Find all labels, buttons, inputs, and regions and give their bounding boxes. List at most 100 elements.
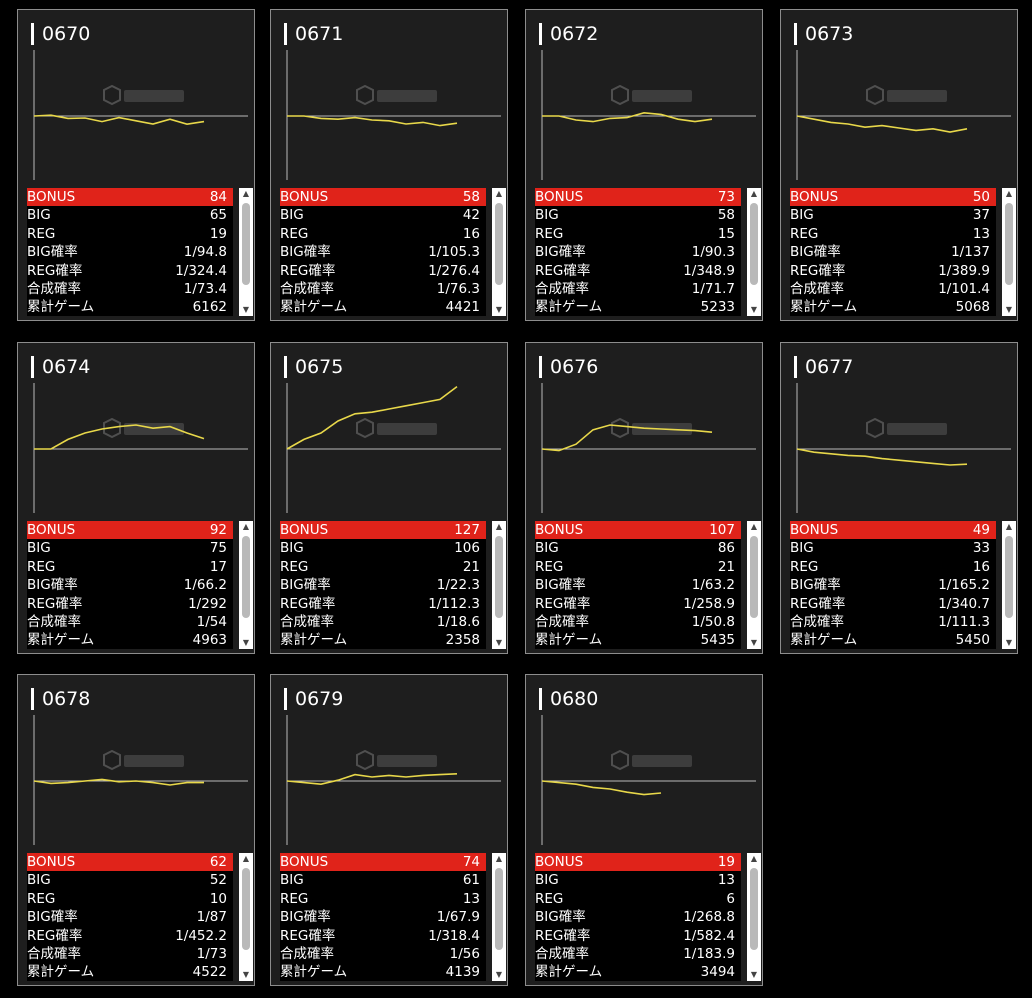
stats-scrollbar[interactable]: ▲ ▼ — [239, 853, 253, 981]
scroll-up-arrow-icon[interactable]: ▲ — [242, 522, 250, 531]
machine-number: 0677 — [794, 356, 853, 378]
stat-label: 合成確率 — [790, 280, 844, 297]
stat-label: REG — [535, 225, 564, 242]
scroll-down-arrow-icon[interactable]: ▼ — [495, 305, 503, 314]
scroll-up-arrow-icon[interactable]: ▲ — [242, 854, 250, 863]
scroll-down-arrow-icon[interactable]: ▼ — [1005, 638, 1013, 647]
scroll-up-arrow-icon[interactable]: ▲ — [495, 854, 503, 863]
stat-value: 15 — [717, 225, 735, 242]
stats-scrollbar[interactable]: ▲ ▼ — [239, 521, 253, 649]
stat-label: BIG確率 — [535, 577, 586, 594]
stat-row: BIG確率 1/87 — [27, 908, 233, 926]
machine-card[interactable]: 0674 BONUS 92 BIG 75 REG 17 BIG確率 1/66.2 REG確率 1/2… — [17, 342, 255, 654]
bonus-row: BONUS 92 — [27, 521, 233, 540]
stats-scrollbar[interactable]: ▲ ▼ — [492, 853, 506, 981]
scroll-up-arrow-icon[interactable]: ▲ — [495, 522, 503, 531]
stat-value: 13 — [462, 890, 480, 907]
stat-label: REG確率 — [280, 262, 336, 279]
stats-scrollbar[interactable]: ▲ ▼ — [747, 188, 761, 316]
stat-value: 1/292 — [188, 595, 227, 612]
machine-card[interactable]: 0672 BONUS 73 BIG 58 REG 15 BIG確率 1/90.3 REG確率 1/3… — [525, 9, 763, 321]
stats-scrollbar[interactable]: ▲ ▼ — [747, 521, 761, 649]
scroll-down-arrow-icon[interactable]: ▼ — [495, 970, 503, 979]
scrollbar-thumb[interactable] — [1005, 203, 1013, 285]
stat-label: 合成確率 — [280, 613, 334, 630]
scroll-down-arrow-icon[interactable]: ▼ — [242, 305, 250, 314]
stat-label: BONUS — [27, 854, 76, 870]
stats-scrollbar[interactable]: ▲ ▼ — [492, 521, 506, 649]
scroll-down-arrow-icon[interactable]: ▼ — [750, 970, 758, 979]
ps-cube-logo — [611, 84, 692, 106]
stat-label: BIG確率 — [535, 244, 586, 261]
machine-card[interactable]: 0678 BONUS 62 BIG 52 REG 10 BIG確率 1/87 REG確率 1/452… — [17, 674, 255, 986]
stat-label: BIG — [27, 207, 51, 224]
stat-value: 1/50.8 — [691, 613, 735, 630]
stats-scrollbar[interactable]: ▲ ▼ — [1002, 188, 1016, 316]
scroll-down-arrow-icon[interactable]: ▼ — [495, 638, 503, 647]
machine-card[interactable]: 0671 BONUS 58 BIG 42 REG 16 BIG確率 1/105.3 REG確率 1/… — [270, 9, 508, 321]
stat-value: 2358 — [445, 632, 480, 649]
machine-card[interactable]: 0677 BONUS 49 BIG 33 REG 16 BIG確率 1/165.2 REG確率 1/… — [780, 342, 1018, 654]
scroll-down-arrow-icon[interactable]: ▼ — [242, 970, 250, 979]
stat-row: BIG確率 1/94.8 — [27, 243, 233, 261]
stat-value: 21 — [717, 558, 735, 575]
machine-card[interactable]: 0675 BONUS 127 BIG 106 REG 21 BIG確率 1/22.3 REG確率 1… — [270, 342, 508, 654]
stats-scrollbar[interactable]: ▲ ▼ — [747, 853, 761, 981]
stat-label: BIG確率 — [790, 244, 841, 261]
stats-table: BONUS 92 BIG 75 REG 17 BIG確率 1/66.2 REG確率 1/292 合成… — [27, 521, 233, 649]
stats-scrollbar[interactable]: ▲ ▼ — [492, 188, 506, 316]
stats-table: BONUS 127 BIG 106 REG 21 BIG確率 1/22.3 REG確率 1/112… — [280, 521, 486, 649]
scroll-up-arrow-icon[interactable]: ▲ — [750, 854, 758, 863]
stat-label: 累計ゲーム — [280, 299, 348, 316]
machine-number: 0675 — [284, 356, 343, 378]
scrollbar-thumb[interactable] — [750, 536, 758, 618]
scroll-up-arrow-icon[interactable]: ▲ — [495, 189, 503, 198]
scroll-down-arrow-icon[interactable]: ▼ — [750, 638, 758, 647]
scrollbar-thumb[interactable] — [1005, 536, 1013, 618]
stat-row: 合成確率 1/54 — [27, 613, 233, 631]
scrollbar-thumb[interactable] — [495, 203, 503, 285]
scrollbar-thumb[interactable] — [750, 868, 758, 950]
machine-card[interactable]: 0676 BONUS 107 BIG 86 REG 21 BIG確率 1/63.2 REG確率 1/… — [525, 342, 763, 654]
stat-value: 1/112.3 — [428, 595, 480, 612]
scroll-up-arrow-icon[interactable]: ▲ — [750, 189, 758, 198]
stat-row: REG 17 — [27, 558, 233, 576]
scroll-down-arrow-icon[interactable]: ▼ — [242, 638, 250, 647]
stat-label: BONUS — [535, 854, 584, 870]
stat-value: 10 — [209, 890, 227, 907]
scroll-up-arrow-icon[interactable]: ▲ — [750, 522, 758, 531]
slump-graph — [33, 383, 248, 513]
stats-scrollbar[interactable]: ▲ ▼ — [1002, 521, 1016, 649]
stat-row: REG 19 — [27, 225, 233, 243]
stat-label: REG — [280, 225, 309, 242]
ps-cube-logo — [356, 749, 437, 771]
machine-card[interactable]: 0673 BONUS 50 BIG 37 REG 13 BIG確率 1/137 REG確率 1/38… — [780, 9, 1018, 321]
stat-label: BONUS — [280, 522, 329, 538]
machine-card[interactable]: 0670 BONUS 84 BIG 65 REG 19 BIG確率 1/94.8 REG確率 1/3… — [17, 9, 255, 321]
stat-label: BIG — [27, 872, 51, 889]
stat-row: 合成確率 1/50.8 — [535, 613, 741, 631]
stat-row: BIG確率 1/66.2 — [27, 576, 233, 594]
scroll-up-arrow-icon[interactable]: ▲ — [242, 189, 250, 198]
scrollbar-thumb[interactable] — [750, 203, 758, 285]
machine-card[interactable]: 0680 BONUS 19 BIG 13 REG 6 BIG確率 1/268.8 REG確率 1/5… — [525, 674, 763, 986]
scroll-down-arrow-icon[interactable]: ▼ — [750, 305, 758, 314]
stat-label: BIG確率 — [280, 577, 331, 594]
stat-label: REG — [535, 558, 564, 575]
bonus-row: BONUS 107 — [535, 521, 741, 540]
stat-row: BIG 65 — [27, 206, 233, 224]
stats-scrollbar[interactable]: ▲ ▼ — [239, 188, 253, 316]
stat-row: REG確率 1/318.4 — [280, 927, 486, 945]
scroll-up-arrow-icon[interactable]: ▲ — [1005, 189, 1013, 198]
stat-value: 127 — [454, 522, 480, 538]
scroll-down-arrow-icon[interactable]: ▼ — [1005, 305, 1013, 314]
scrollbar-thumb[interactable] — [242, 868, 250, 950]
stat-value: 1/348.9 — [683, 262, 735, 279]
scrollbar-thumb[interactable] — [495, 536, 503, 618]
scrollbar-thumb[interactable] — [242, 536, 250, 618]
machine-card[interactable]: 0679 BONUS 74 BIG 61 REG 13 BIG確率 1/67.9 REG確率 1/3… — [270, 674, 508, 986]
scrollbar-thumb[interactable] — [242, 203, 250, 285]
stat-value: 62 — [209, 854, 227, 870]
scrollbar-thumb[interactable] — [495, 868, 503, 950]
scroll-up-arrow-icon[interactable]: ▲ — [1005, 522, 1013, 531]
